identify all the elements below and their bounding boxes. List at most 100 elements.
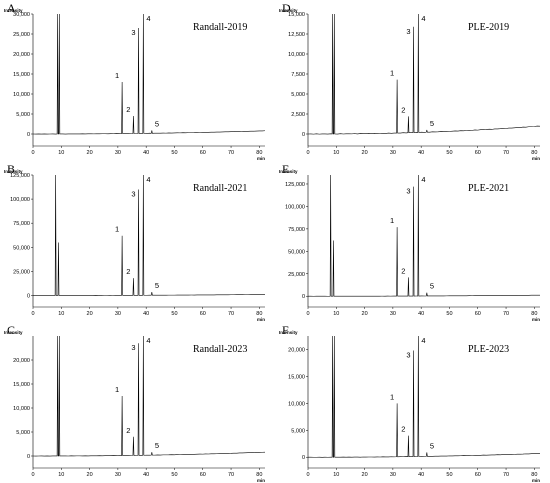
panel-letter: E bbox=[282, 162, 289, 176]
chart-title: Randall-2019 bbox=[193, 22, 247, 33]
x-tick-label: 10 bbox=[333, 311, 339, 317]
peak-label: 2 bbox=[126, 105, 130, 114]
x-tick-label: 0 bbox=[306, 311, 309, 317]
y-tick-label: 5,000 bbox=[16, 112, 30, 118]
y-tick-label: 10,000 bbox=[13, 406, 30, 412]
peak-label: 1 bbox=[390, 69, 394, 78]
x-tick-label: 40 bbox=[143, 472, 149, 478]
peak-label: 3 bbox=[131, 343, 135, 352]
peak-label: 5 bbox=[430, 282, 434, 291]
x-axis-title: min bbox=[257, 156, 265, 161]
chart-title: PLE-2023 bbox=[468, 344, 509, 355]
chart-panel-f: 0 5,000 10,000 15,000 20,000 0 10 20 30 40 50 60 70 8… bbox=[275, 322, 550, 483]
chart-panel-a: 0 5,000 10,000 15,000 20,000 25,000 30,000 0 10 2… bbox=[0, 0, 275, 161]
y-tick-label: 0 bbox=[302, 132, 305, 138]
chart-title: PLE-2021 bbox=[468, 183, 509, 194]
peak-label: 1 bbox=[115, 225, 119, 234]
x-tick-label: 30 bbox=[115, 150, 121, 156]
y-axis-title: Intensity bbox=[279, 169, 298, 174]
x-tick-label: 30 bbox=[390, 472, 396, 478]
x-axis-title: min bbox=[532, 156, 540, 161]
y-axis-title: Intensity bbox=[4, 8, 23, 13]
y-tick-label: 30,000 bbox=[13, 12, 30, 18]
chart-panel-e: 0 25,000 50,000 75,000 100,000 125,000 0 10 20 30… bbox=[275, 161, 550, 322]
y-tick-label: 25,000 bbox=[13, 32, 30, 38]
peak-label: 3 bbox=[406, 27, 410, 36]
chromatogram-svg: 0 5,000 10,000 15,000 20,000 25,000 30,000 0 10 2… bbox=[4, 1, 266, 161]
y-tick-label: 20,000 bbox=[288, 347, 305, 353]
peak-label: 4 bbox=[421, 175, 425, 184]
x-tick-label: 50 bbox=[446, 150, 452, 156]
y-tick-label: 125,000 bbox=[285, 182, 305, 188]
peak-label: 4 bbox=[146, 14, 150, 23]
y-tick-label: 100,000 bbox=[10, 197, 30, 203]
x-tick-label: 40 bbox=[418, 150, 424, 156]
y-axis-title: Intensity bbox=[4, 169, 23, 174]
x-tick-label: 50 bbox=[446, 472, 452, 478]
chromatogram-trace bbox=[32, 13, 266, 135]
peak-label: 3 bbox=[131, 189, 135, 198]
y-tick-label: 10,000 bbox=[13, 92, 30, 98]
x-tick-label: 30 bbox=[115, 311, 121, 317]
x-tick-label: 30 bbox=[115, 472, 121, 478]
chromatogram-svg: 0 5,000 10,000 15,000 20,000 0 10 20 30 40 50 60 70 8… bbox=[4, 323, 265, 483]
panel-letter: D bbox=[282, 1, 291, 15]
chart-title: Randall-2023 bbox=[193, 344, 247, 355]
panel-letter: F bbox=[282, 323, 289, 337]
x-tick-label: 20 bbox=[87, 472, 93, 478]
x-tick-label: 30 bbox=[390, 150, 396, 156]
x-tick-label: 20 bbox=[87, 311, 93, 317]
peak-label: 5 bbox=[430, 441, 434, 450]
y-tick-label: 7,500 bbox=[291, 72, 305, 78]
chart-title: Randall-2021 bbox=[193, 183, 247, 194]
peak-label: 5 bbox=[155, 281, 159, 290]
x-tick-label: 40 bbox=[143, 150, 149, 156]
panel-letter: B bbox=[7, 162, 15, 176]
x-tick-label: 60 bbox=[200, 472, 206, 478]
x-tick-label: 20 bbox=[362, 150, 368, 156]
x-tick-label: 40 bbox=[418, 311, 424, 317]
x-tick-label: 70 bbox=[228, 472, 234, 478]
y-tick-label: 15,000 bbox=[13, 382, 30, 388]
peak-label: 3 bbox=[406, 187, 410, 196]
chromatogram-svg: 0 2,500 5,000 7,500 10,000 12,500 15,000 0 10 20 3… bbox=[279, 1, 541, 161]
peak-label: 5 bbox=[155, 441, 159, 450]
x-tick-label: 0 bbox=[31, 150, 34, 156]
x-tick-label: 50 bbox=[171, 311, 177, 317]
chromatogram-trace bbox=[307, 13, 541, 135]
panel-letter: A bbox=[7, 1, 16, 15]
x-axis-title: min bbox=[257, 317, 265, 322]
chromatogram-trace bbox=[32, 174, 266, 296]
y-tick-label: 0 bbox=[302, 294, 305, 300]
peak-label: 2 bbox=[401, 266, 405, 275]
x-tick-label: 80 bbox=[256, 472, 262, 478]
peak-label: 4 bbox=[421, 14, 425, 23]
y-tick-label: 5,000 bbox=[291, 92, 305, 98]
y-tick-label: 20,000 bbox=[13, 52, 30, 58]
chromatogram-svg: 0 25,000 50,000 75,000 100,000 125,000 0 10 20 30… bbox=[4, 162, 266, 322]
x-tick-label: 40 bbox=[143, 311, 149, 317]
x-tick-label: 10 bbox=[333, 150, 339, 156]
peak-label: 5 bbox=[430, 119, 434, 128]
peak-label: 4 bbox=[146, 336, 150, 345]
peak-label: 2 bbox=[401, 105, 405, 114]
x-tick-label: 10 bbox=[333, 472, 339, 478]
x-tick-label: 80 bbox=[531, 150, 537, 156]
x-tick-label: 20 bbox=[87, 150, 93, 156]
peak-label: 5 bbox=[155, 119, 159, 128]
chromatogram-trace bbox=[307, 174, 540, 297]
chart-title: PLE-2019 bbox=[468, 22, 509, 33]
y-tick-label: 15,000 bbox=[13, 72, 30, 78]
peak-label: 3 bbox=[406, 351, 410, 360]
peak-label: 1 bbox=[115, 385, 119, 394]
x-tick-label: 40 bbox=[418, 472, 424, 478]
y-tick-label: 15,000 bbox=[288, 374, 305, 380]
peak-label: 2 bbox=[126, 426, 130, 435]
y-tick-label: 75,000 bbox=[13, 221, 30, 227]
peak-label: 3 bbox=[131, 28, 135, 37]
x-tick-label: 80 bbox=[531, 311, 537, 317]
x-tick-label: 70 bbox=[228, 311, 234, 317]
y-tick-label: 20,000 bbox=[13, 358, 30, 364]
x-axis-title: min bbox=[257, 478, 265, 483]
